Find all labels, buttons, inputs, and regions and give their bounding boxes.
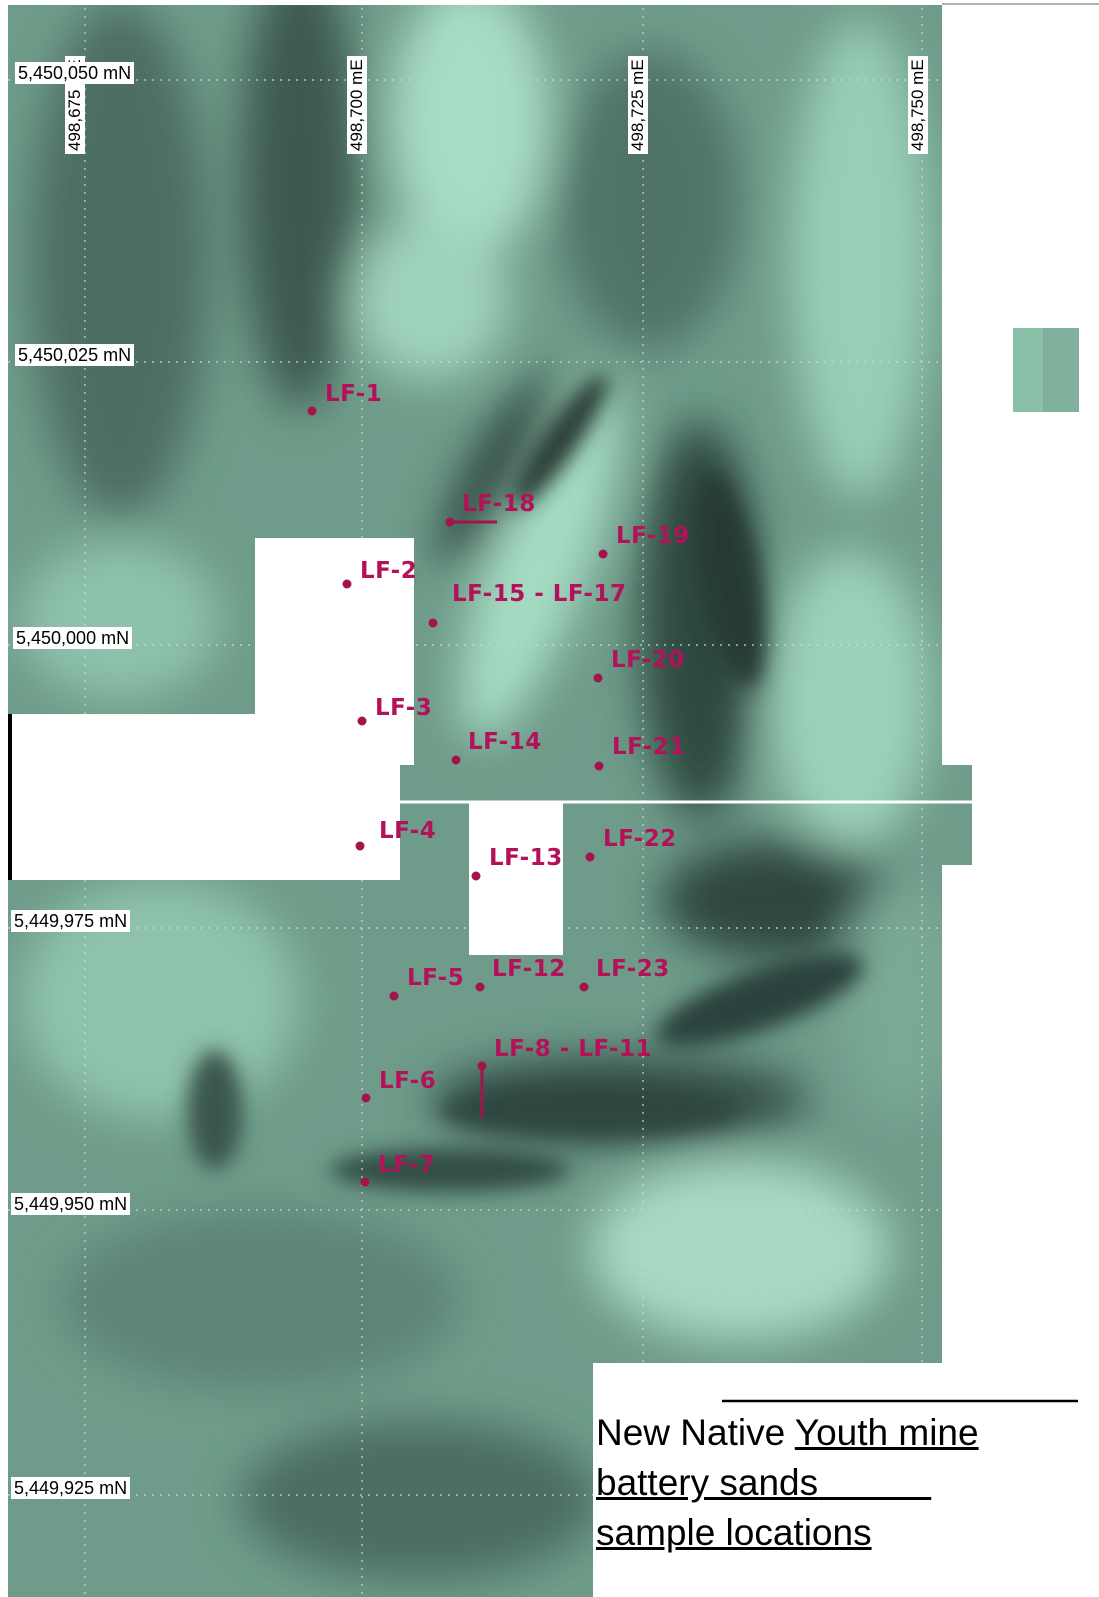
marker-lf-7[interactable] [360, 1177, 370, 1187]
marker-lf-1[interactable] [307, 406, 317, 416]
caption-line-1-b: Youth mine [794, 1412, 979, 1453]
caption-line-2: battery sands [596, 1458, 1066, 1508]
marker-lf-22[interactable] [585, 852, 595, 862]
caption-line-1-a: New Native [596, 1412, 795, 1453]
northing-label-5450025: 5,450,025 mN [15, 344, 135, 366]
sample-label-lf-6: LF-6 [379, 1068, 437, 1094]
sample-label-lf-20: LF-20 [611, 647, 685, 673]
map-caption: New Native Youth mine battery sands samp… [596, 1408, 1066, 1558]
caption-line-2-text: battery sands [596, 1462, 819, 1503]
sample-label-lf-2: LF-2 [360, 558, 418, 584]
northing-label-5449950: 5,449,950 mN [11, 1193, 131, 1215]
marker-lf-20[interactable] [593, 673, 603, 683]
sample-label-lf-12: LF-12 [492, 956, 566, 982]
northing-label-5450000: 5,450,000 mN [13, 627, 133, 649]
sample-label-lf-4: LF-4 [379, 818, 437, 844]
caption-line-1: New Native Youth mine [596, 1408, 1066, 1458]
sample-label-lf-22: LF-22 [603, 826, 677, 852]
easting-label-498725: 498,725 mE [628, 56, 648, 154]
marker-lf-8-11[interactable] [477, 1061, 487, 1071]
marker-lf-19[interactable] [598, 549, 608, 559]
caption-line-3: sample locations [596, 1508, 1066, 1558]
sample-markers [307, 406, 608, 1187]
northing-label-5449975: 5,449,975 mN [11, 910, 131, 932]
sample-label-lf-3: LF-3 [375, 695, 433, 721]
easting-label-498750: 498,750 mE [908, 56, 928, 154]
marker-lf-12[interactable] [475, 982, 485, 992]
sample-label-lf-7: LF-7 [378, 1152, 436, 1178]
sample-label-lf-1: LF-1 [325, 381, 383, 407]
sample-label-lf-15-17: LF-15 - LF-17 [452, 581, 627, 607]
sample-label-lf-19: LF-19 [616, 523, 690, 549]
sample-label-lf-21: LF-21 [612, 734, 686, 760]
easting-label-498700: 498,700 mE [347, 56, 367, 154]
marker-lf-18[interactable] [445, 517, 455, 527]
marker-lf-15-17[interactable] [428, 618, 438, 628]
marker-lf-6[interactable] [361, 1093, 371, 1103]
marker-lf-14[interactable] [451, 755, 461, 765]
marker-lf-13[interactable] [471, 871, 481, 881]
marker-lf-21[interactable] [594, 761, 604, 771]
northing-label-5449925: 5,449,925 mN [11, 1477, 131, 1499]
northing-label-5450050: 5,450,050 mN [15, 62, 135, 84]
marker-lf-2[interactable] [342, 579, 352, 589]
sample-label-lf-18: LF-18 [462, 491, 536, 517]
imagery-fragment [1013, 328, 1079, 412]
sample-label-lf-13: LF-13 [489, 845, 563, 871]
sample-label-lf-14: LF-14 [468, 729, 542, 755]
sample-label-lf-5: LF-5 [407, 965, 465, 991]
sample-label-lf-8-11: LF-8 - LF-11 [494, 1036, 652, 1062]
marker-lf-5[interactable] [389, 991, 399, 1001]
marker-lf-4[interactable] [355, 841, 365, 851]
marker-lf-3[interactable] [357, 716, 367, 726]
caption-line-3-text: sample locations [596, 1512, 872, 1553]
sample-label-lf-23: LF-23 [596, 956, 670, 982]
marker-lf-23[interactable] [579, 982, 589, 992]
